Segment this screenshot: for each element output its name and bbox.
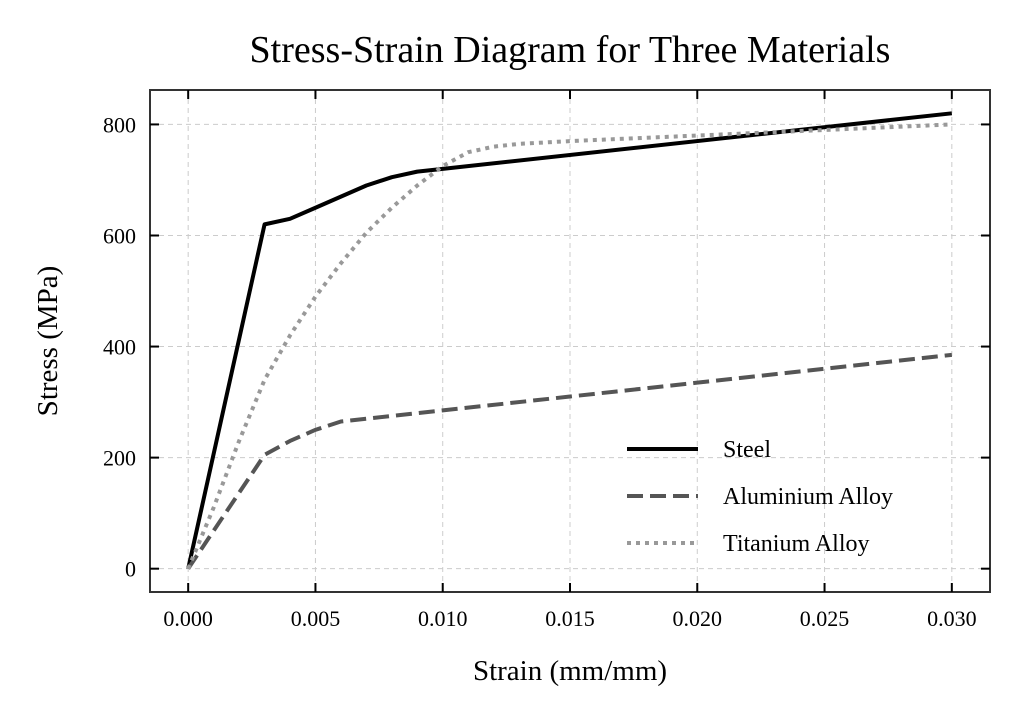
x-tick-label: 0.020: [673, 606, 723, 631]
y-tick-label: 400: [103, 335, 136, 360]
x-tick-label: 0.030: [927, 606, 977, 631]
x-tick-label: 0.000: [163, 606, 213, 631]
x-axis-label: Strain (mm/mm): [473, 655, 667, 687]
legend-label: Steel: [723, 437, 771, 463]
y-axis-label: Stress (MPa): [32, 266, 64, 417]
axis-ticks: 0.000 0.005 0.010 0.015 0.020 0.025 0.030 0 200 4…: [103, 90, 990, 631]
plot-area: [186, 111, 953, 570]
y-tick-label: 0: [125, 557, 136, 582]
y-tick-label: 800: [103, 112, 136, 137]
x-tick-label: 0.025: [800, 606, 850, 631]
series-line-titanium-alloy: [186, 122, 952, 570]
y-tick-label: 200: [103, 446, 136, 471]
series-line-aluminium-alloy: [186, 352, 953, 570]
legend: Steel Aluminium Alloy Titanium Alloy: [627, 437, 893, 557]
legend-label: Titanium Alloy: [723, 531, 869, 557]
y-tick-label: 600: [103, 223, 136, 248]
legend-label: Aluminium Alloy: [723, 484, 893, 510]
grid: [150, 90, 990, 592]
series-line-steel: [186, 111, 953, 570]
x-tick-label: 0.010: [418, 606, 468, 631]
chart-title: Stress-Strain Diagram for Three Material…: [250, 29, 891, 71]
x-tick-label: 0.015: [545, 606, 595, 631]
x-tick-label: 0.005: [291, 606, 341, 631]
